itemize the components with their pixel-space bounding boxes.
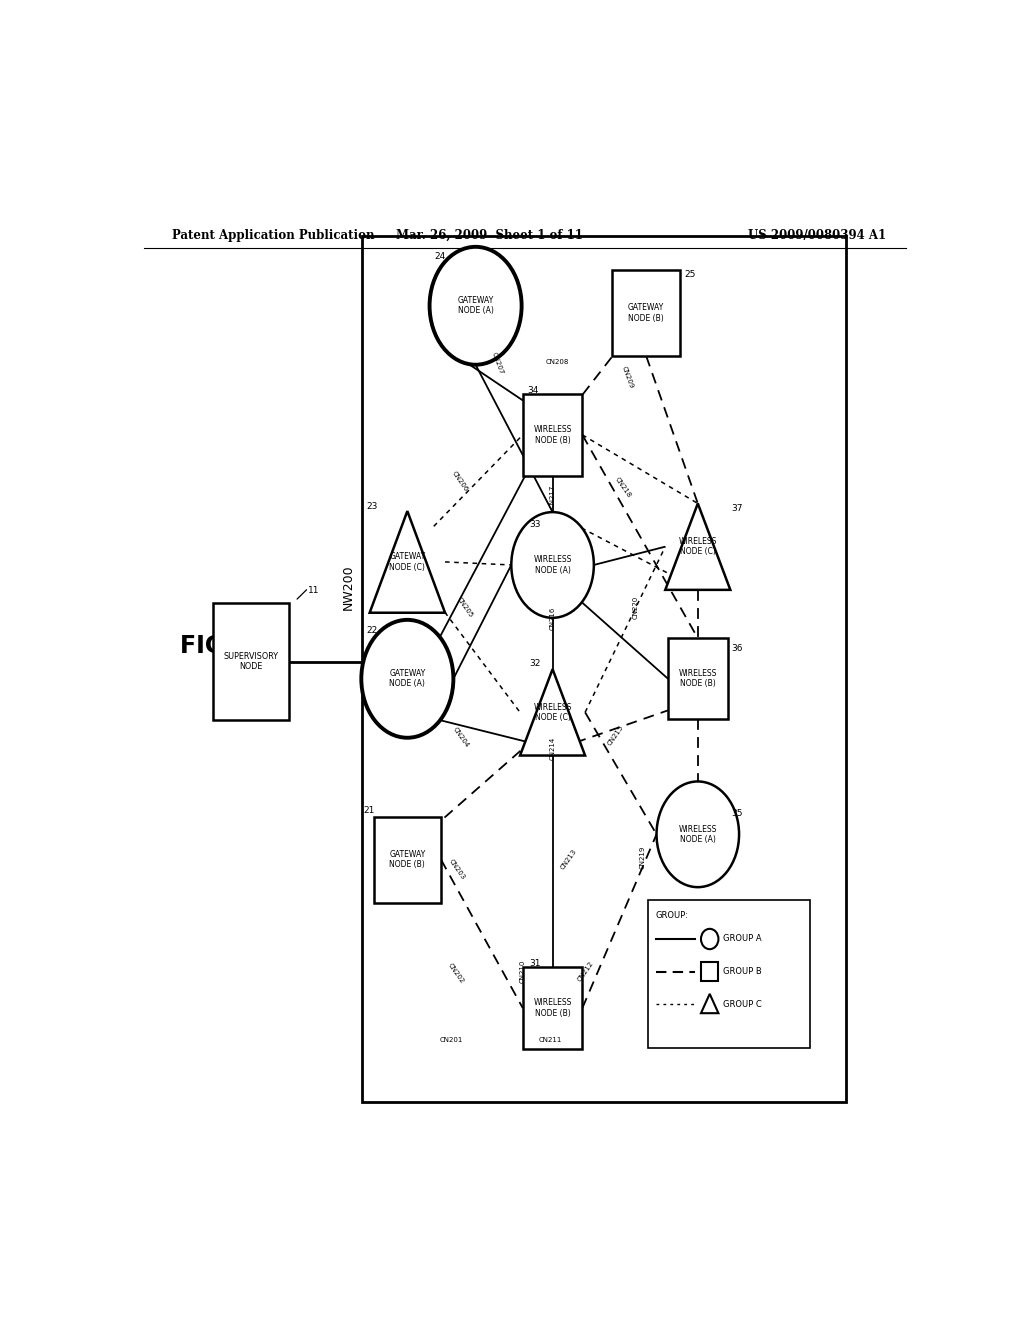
Text: CN214: CN214 [550,737,556,759]
Text: 23: 23 [366,502,377,511]
Text: 31: 31 [529,958,541,968]
FancyBboxPatch shape [523,968,583,1049]
Text: 25: 25 [684,269,695,279]
Text: 21: 21 [364,807,375,816]
Text: US 2009/0080394 A1: US 2009/0080394 A1 [748,230,886,242]
FancyBboxPatch shape [701,962,719,981]
Text: Mar. 26, 2009  Sheet 1 of 11: Mar. 26, 2009 Sheet 1 of 11 [395,230,583,242]
Text: CN209: CN209 [622,364,635,389]
Text: GATEWAY
NODE (A): GATEWAY NODE (A) [458,296,494,315]
FancyBboxPatch shape [612,269,680,356]
Text: CN201: CN201 [440,1036,464,1043]
Text: 33: 33 [529,520,541,529]
Text: GROUP C: GROUP C [723,999,762,1008]
Text: WIRELESS
NODE (A): WIRELESS NODE (A) [534,556,571,574]
Text: CN205: CN205 [456,597,474,619]
FancyBboxPatch shape [362,236,846,1102]
Polygon shape [701,994,719,1014]
Text: WIRELESS
NODE (C): WIRELESS NODE (C) [534,702,571,722]
Text: 36: 36 [732,644,743,653]
Text: CN210: CN210 [519,960,525,983]
Text: GATEWAY
NODE (B): GATEWAY NODE (B) [628,304,665,322]
Text: GATEWAY
NODE (A): GATEWAY NODE (A) [389,669,426,689]
Text: 24: 24 [434,252,445,261]
Text: GROUP A: GROUP A [723,935,762,944]
Text: CN219: CN219 [639,846,645,870]
Text: CN207: CN207 [490,351,504,376]
Text: GATEWAY
NODE (C): GATEWAY NODE (C) [389,552,426,572]
Text: 32: 32 [529,659,541,668]
Polygon shape [666,503,730,590]
Ellipse shape [701,929,719,949]
Text: CN215: CN215 [606,725,625,747]
FancyBboxPatch shape [374,817,441,903]
Text: GROUP B: GROUP B [723,968,762,975]
Text: WIRELESS
NODE (C): WIRELESS NODE (C) [679,537,717,556]
FancyBboxPatch shape [668,638,728,719]
Text: WIRELESS
NODE (B): WIRELESS NODE (B) [534,998,571,1018]
FancyBboxPatch shape [648,900,811,1048]
Text: 37: 37 [732,503,743,512]
Text: Patent Application Publication: Patent Application Publication [172,230,374,242]
Polygon shape [520,669,585,755]
Ellipse shape [430,247,521,364]
Text: WIRELESS
NODE (A): WIRELESS NODE (A) [679,825,717,843]
Text: CN212: CN212 [577,960,595,983]
Text: GATEWAY
NODE (B): GATEWAY NODE (B) [389,850,426,870]
Text: CN204: CN204 [453,726,470,748]
Text: CN216: CN216 [550,606,556,630]
Text: CN218: CN218 [614,477,633,499]
Text: 11: 11 [308,586,319,595]
Polygon shape [370,511,445,612]
Text: GROUP:: GROUP: [655,911,689,920]
Text: CN202: CN202 [446,962,465,985]
Text: CN213: CN213 [559,849,578,871]
FancyBboxPatch shape [523,395,583,475]
FancyBboxPatch shape [213,603,289,719]
Text: NW200: NW200 [341,565,354,610]
Ellipse shape [361,620,454,738]
Text: CN220: CN220 [633,597,639,619]
Text: CN208: CN208 [546,359,569,364]
Text: CN211: CN211 [539,1036,562,1043]
Ellipse shape [656,781,739,887]
Text: FIG. 1: FIG. 1 [180,635,258,659]
Text: 22: 22 [366,626,377,635]
Text: CN206: CN206 [451,470,469,492]
Text: 34: 34 [527,385,539,395]
Text: CN217: CN217 [550,484,556,507]
Text: 35: 35 [732,809,743,818]
Ellipse shape [511,512,594,618]
Text: SUPERVISORY
NODE: SUPERVISORY NODE [223,652,279,671]
Text: WIRELESS
NODE (B): WIRELESS NODE (B) [534,425,571,445]
Text: WIRELESS
NODE (B): WIRELESS NODE (B) [679,669,717,689]
Text: CN203: CN203 [449,858,467,882]
